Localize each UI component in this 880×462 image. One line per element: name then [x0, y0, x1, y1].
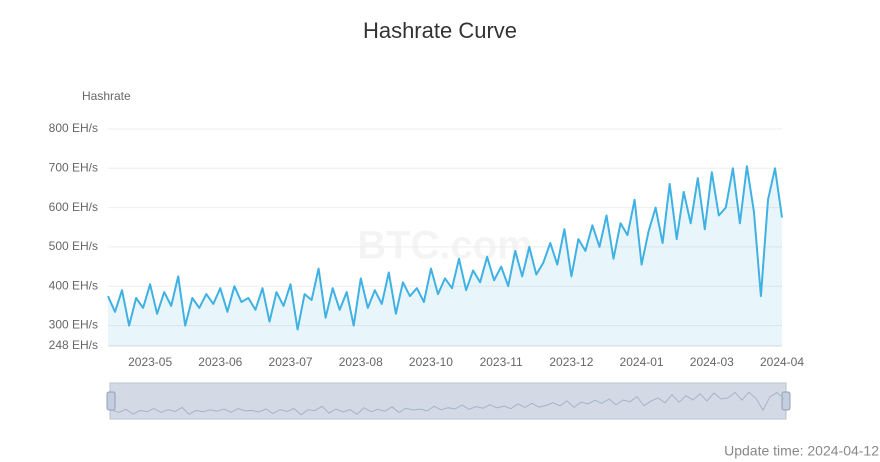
x-tick-label: 2023-05 — [128, 355, 172, 369]
y-axis-label: Hashrate — [82, 89, 131, 103]
data-zoom-slider[interactable] — [109, 382, 787, 420]
zoom-preview-line — [111, 391, 785, 416]
x-tick-label: 2023-12 — [549, 355, 593, 369]
y-tick-label: 248 EH/s — [49, 338, 98, 352]
x-tick-label: 2024-03 — [690, 355, 734, 369]
update-time: Update time: 2024-04-12 — [724, 443, 879, 459]
x-tick-label: 2023-08 — [339, 355, 383, 369]
y-tick-label: 600 EH/s — [49, 200, 98, 214]
x-tick-label: 2023-06 — [198, 355, 242, 369]
x-tick-label: 2023-07 — [269, 355, 313, 369]
y-tick-label: 800 EH/s — [49, 121, 98, 135]
chart-title: Hashrate Curve — [363, 18, 517, 43]
watermark: BTC.com — [357, 224, 533, 268]
y-tick-label: 500 EH/s — [49, 239, 98, 253]
zoom-handle-right[interactable] — [781, 391, 791, 411]
x-tick-label: 2023-10 — [409, 355, 453, 369]
area-fill — [108, 166, 782, 346]
zoom-handle-left[interactable] — [106, 391, 116, 411]
y-tick-label: 400 EH/s — [49, 278, 98, 292]
y-tick-label: 300 EH/s — [49, 318, 98, 332]
series-line — [107, 165, 783, 331]
x-tick-label: 2023-11 — [480, 355, 523, 369]
y-tick-label: 700 EH/s — [49, 160, 98, 174]
x-tick-label: 2024-04 — [760, 355, 804, 369]
x-tick-label: 2024-01 — [620, 355, 664, 369]
